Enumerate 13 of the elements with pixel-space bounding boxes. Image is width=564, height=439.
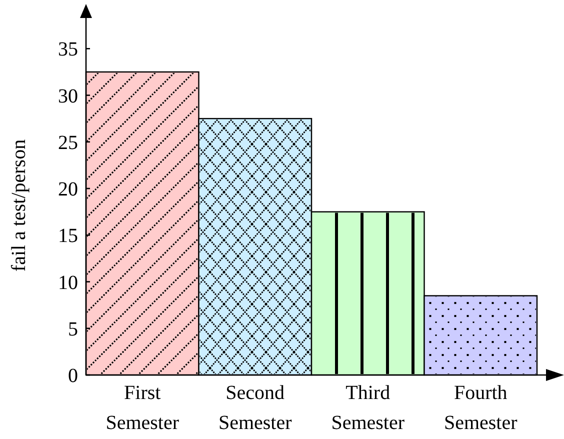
y-tick-label: 30 <box>58 85 78 108</box>
y-tick-label: 25 <box>58 132 78 154</box>
y-tick-label: 35 <box>58 38 78 61</box>
x-tick-label: Fourth Semester <box>444 382 518 434</box>
y-tick-label: 15 <box>58 225 78 248</box>
y-tick-label: 5 <box>68 318 78 340</box>
y-tick-label: 10 <box>58 272 78 294</box>
y-tick-label: 0 <box>68 365 78 387</box>
x-tick-label: Third Semester <box>331 382 405 434</box>
x-tick-label: Second Semester <box>218 382 292 434</box>
y-tick-label: 20 <box>58 178 78 201</box>
y-axis-title: fail a test/person <box>8 139 30 272</box>
x-tick-label: First Semester <box>106 382 180 434</box>
